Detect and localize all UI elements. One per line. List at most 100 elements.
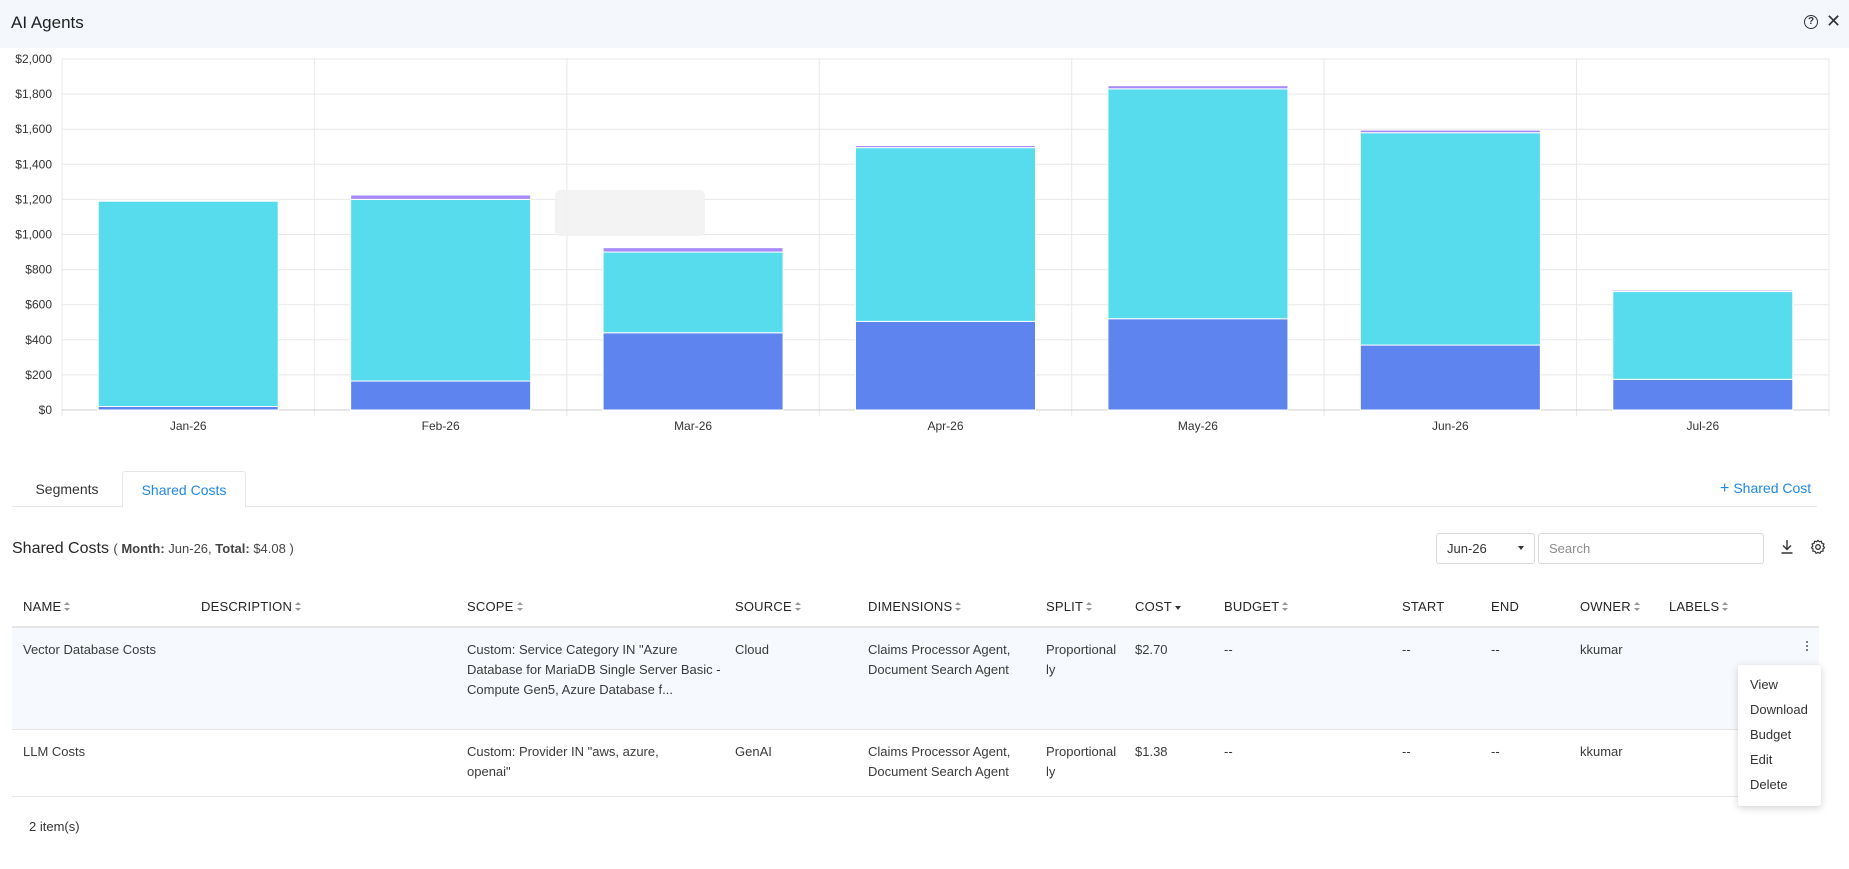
help-icon[interactable]: ? <box>1804 15 1818 29</box>
chart-svg: $0 $200 $400 $600 $800 $1,000 $1,200 $1,400 $1,6… <box>15 52 1830 433</box>
x-tick-label: Mar-26 <box>674 419 712 433</box>
col-split[interactable]: SPLIT <box>1046 599 1093 614</box>
row-actions-icon[interactable] <box>1805 641 1809 655</box>
menu-item-view[interactable]: View <box>1750 677 1778 692</box>
search-input[interactable] <box>1538 533 1764 564</box>
bar-segment <box>855 320 1036 411</box>
cell-dimensions: Claims Processor Agent, Document Search … <box>868 744 1011 779</box>
cell-end: -- <box>1491 642 1500 657</box>
cell-split: Proportionally <box>1046 642 1117 677</box>
col-source[interactable]: SOURCE <box>735 599 802 614</box>
bar-segment <box>97 199 279 202</box>
total-value: $4.08 <box>253 541 286 556</box>
table-row[interactable]: Vector Database Costs Custom: Service Ca… <box>12 628 1819 730</box>
col-cost-label: COST <box>1135 599 1172 614</box>
col-scope-label: SCOPE <box>467 599 514 614</box>
sort-icon <box>516 602 524 612</box>
add-shared-cost-button[interactable]: + Shared Cost <box>1720 480 1811 498</box>
cell-owner: kkumar <box>1580 744 1623 759</box>
y-tick-label: $1,800 <box>15 87 52 101</box>
bar-segment <box>350 380 532 411</box>
col-end: END <box>1491 599 1519 614</box>
tab-bar: Segments Shared Costs <box>12 471 1817 508</box>
col-owner-label: OWNER <box>1580 599 1631 614</box>
col-owner[interactable]: OWNER <box>1580 599 1641 614</box>
col-name[interactable]: NAME <box>23 599 71 614</box>
bar-segment <box>602 251 784 334</box>
tab-shared-costs[interactable]: Shared Costs <box>122 471 246 508</box>
cell-cost: $1.38 <box>1135 744 1168 759</box>
x-tick-label: Jul-26 <box>1686 419 1719 433</box>
plus-icon: + <box>1720 480 1730 497</box>
cell-budget: -- <box>1224 642 1233 657</box>
cell-split: Proportionally <box>1046 744 1117 779</box>
section-title: Shared Costs ( Month: Jun-26, Total: $4.… <box>12 540 294 558</box>
y-tick-label: $1,000 <box>15 228 52 242</box>
cell-scope: Custom: Service Category IN "Azure Datab… <box>467 642 721 697</box>
cell-budget: -- <box>1224 744 1233 759</box>
download-icon[interactable] <box>1780 539 1794 555</box>
settings-icon[interactable] <box>1810 539 1826 555</box>
month-select[interactable]: Jun-26 <box>1436 533 1535 564</box>
x-tick-label: Jan-26 <box>170 419 207 433</box>
table-row[interactable]: LLM Costs Custom: Provider IN "aws, azur… <box>12 730 1819 797</box>
col-source-label: SOURCE <box>735 599 792 614</box>
row-context-menu: View Download Budget Edit Delete <box>1738 665 1821 806</box>
cell-start: -- <box>1402 642 1411 657</box>
caret-down-icon <box>1518 546 1524 550</box>
sort-icon <box>955 602 962 612</box>
x-tick-label: Jun-26 <box>1432 419 1469 433</box>
tab-segments[interactable]: Segments <box>35 481 99 497</box>
col-cost[interactable]: COST <box>1135 599 1181 614</box>
bar-segment <box>350 198 532 382</box>
add-shared-cost-label: Shared Cost <box>1733 480 1812 496</box>
col-start: START <box>1402 599 1444 614</box>
col-dimensions[interactable]: DIMENSIONS <box>868 599 962 614</box>
col-budget-label: BUDGET <box>1224 599 1280 614</box>
bar-segment <box>1612 289 1794 293</box>
y-tick-label: $400 <box>25 333 52 347</box>
bar-segment <box>350 194 532 200</box>
title-bar: AI Agents ? ✕ <box>0 0 1849 48</box>
col-labels[interactable]: LABELS <box>1669 599 1729 614</box>
x-tick-label: May-26 <box>1178 419 1218 433</box>
cell-start: -- <box>1402 744 1411 759</box>
cell-owner: kkumar <box>1580 642 1623 657</box>
shared-costs-table: NAME DESCRIPTION SCOPE SOURCE DIMENSIONS… <box>12 587 1819 797</box>
y-tick-label: $2,000 <box>15 52 52 66</box>
sort-icon <box>1633 602 1641 612</box>
y-tick-label: $200 <box>25 368 52 382</box>
section-title-text: Shared Costs <box>12 540 109 557</box>
cell-end: -- <box>1491 744 1500 759</box>
x-tick-label: Feb-26 <box>422 419 460 433</box>
col-description[interactable]: DESCRIPTION <box>201 599 302 614</box>
sort-icon <box>1086 602 1093 612</box>
cell-name: LLM Costs <box>23 744 86 759</box>
bar-segment <box>855 147 1036 322</box>
bar-segment <box>855 145 1036 149</box>
menu-item-download[interactable]: Download <box>1750 702 1808 717</box>
sort-icon <box>794 602 802 612</box>
cell-dimensions: Claims Processor Agent, Document Search … <box>868 642 1011 677</box>
close-icon[interactable]: ✕ <box>1826 11 1842 31</box>
x-tick-label: Apr-26 <box>927 419 963 433</box>
month-select-value: Jun-26 <box>1447 541 1487 556</box>
menu-item-edit[interactable]: Edit <box>1750 752 1773 767</box>
total-label: Total: <box>215 541 250 556</box>
col-labels-label: LABELS <box>1669 599 1720 614</box>
cell-source: Cloud <box>735 642 769 657</box>
y-tick-label: $1,200 <box>15 192 52 206</box>
item-count: 2 item(s) <box>29 819 80 834</box>
sort-icon <box>64 602 71 612</box>
cost-chart: $0 $200 $400 $600 $800 $1,000 $1,200 $1,400 $1,6… <box>0 48 1849 448</box>
month-value: Jun-26, <box>168 541 212 556</box>
cell-source: GenAI <box>735 744 772 759</box>
y-tick-label: $1,600 <box>15 122 52 136</box>
sort-icon <box>1722 602 1729 612</box>
menu-item-budget[interactable]: Budget <box>1750 727 1792 742</box>
sort-icon <box>295 602 302 612</box>
col-budget[interactable]: BUDGET <box>1224 599 1289 614</box>
bar-segment <box>1359 132 1541 346</box>
menu-item-delete[interactable]: Delete <box>1750 777 1788 792</box>
col-scope[interactable]: SCOPE <box>467 599 524 614</box>
